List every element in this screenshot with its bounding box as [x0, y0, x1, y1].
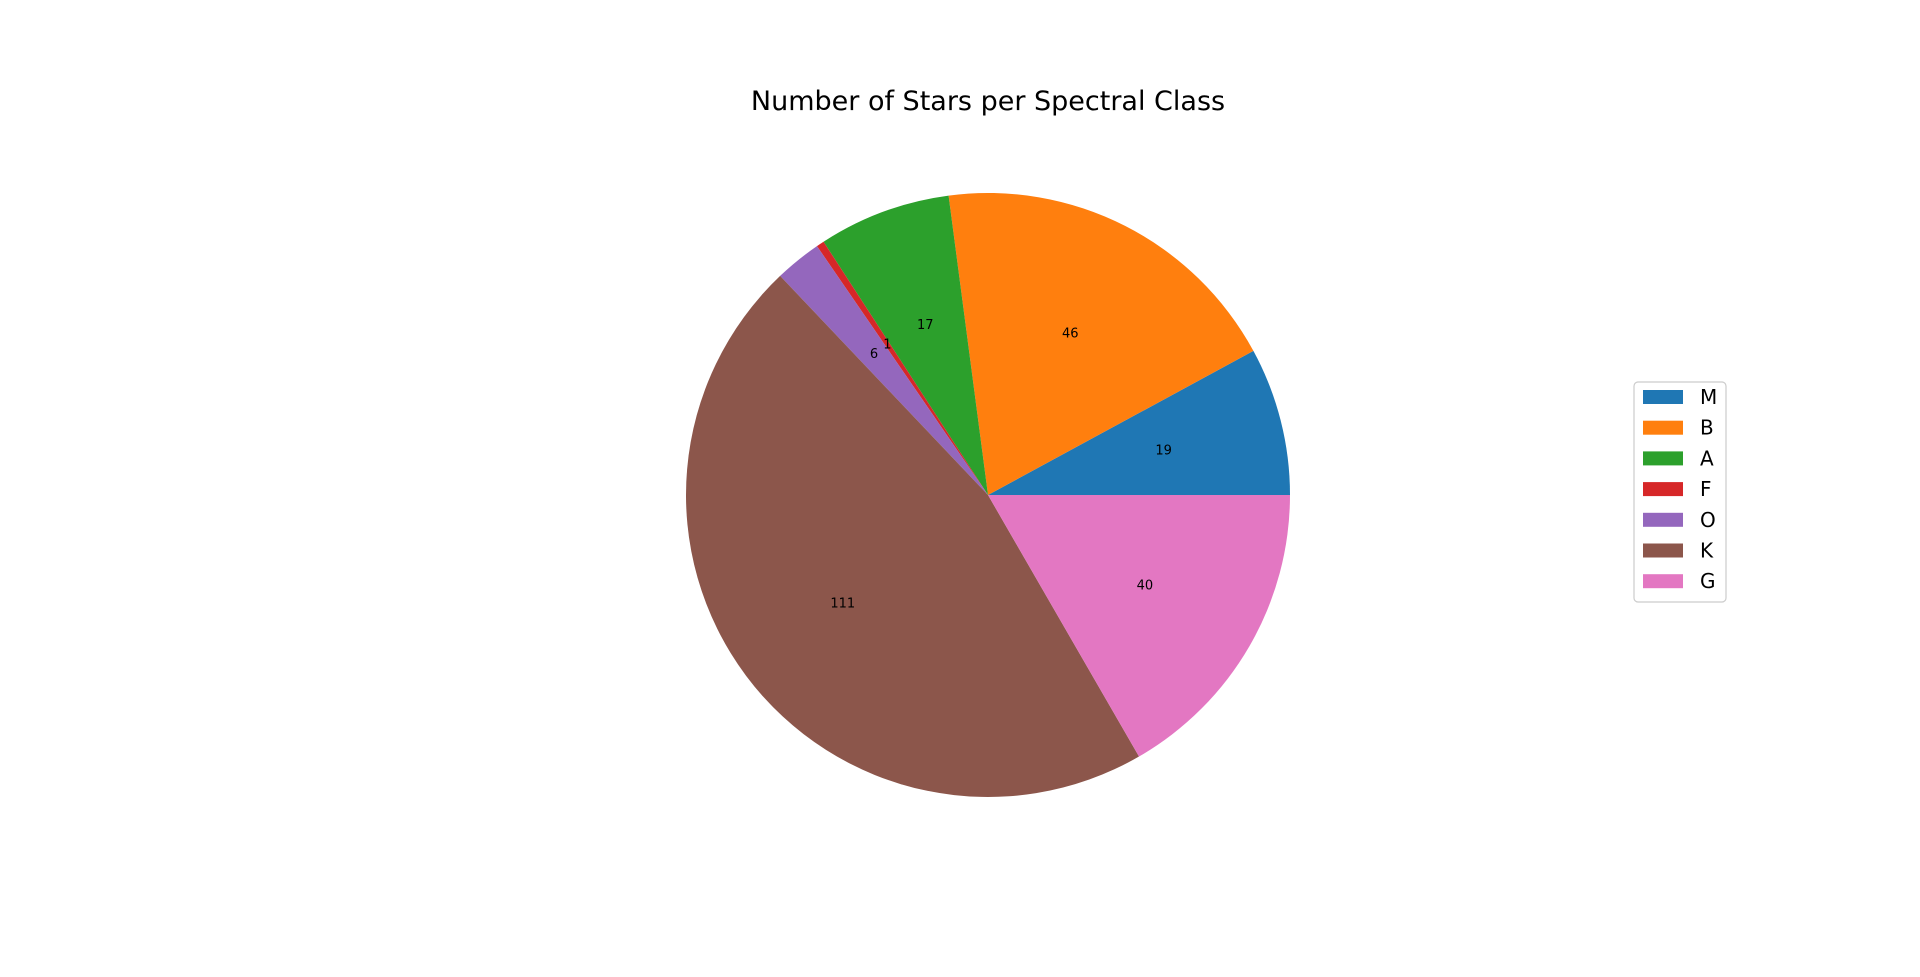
- legend-swatch-k: [1643, 543, 1683, 558]
- pie-slice-f: [816, 241, 988, 495]
- legend-label-o: O: [1700, 508, 1716, 532]
- slice-label-b: 46: [1062, 327, 1079, 342]
- slice-label-f: 1: [883, 337, 891, 352]
- pie-slice-labels: 19 46 17 16 111 40: [830, 318, 1171, 611]
- legend-swatch-m: [1643, 390, 1683, 404]
- pie-slice-k: [686, 275, 1139, 798]
- legend-label-m: M: [1700, 385, 1717, 409]
- chart-title: Number of Stars per Spectral Class: [751, 86, 1225, 117]
- slice-label-k: 111: [830, 596, 855, 611]
- slice-label-m: 19: [1155, 443, 1172, 458]
- slice-label-a: 17: [917, 318, 934, 333]
- legend-label-f: F: [1700, 477, 1712, 501]
- legend-swatch-g: [1643, 574, 1683, 589]
- legend-label-b: B: [1700, 416, 1714, 440]
- pie-slice-m: [988, 350, 1290, 495]
- legend-swatch-a: [1643, 451, 1683, 466]
- legend-swatch-b: [1643, 420, 1683, 435]
- pie-slice-a: [823, 195, 988, 495]
- legend-label-a: A: [1700, 446, 1714, 470]
- pie-slices: [686, 193, 1290, 798]
- legend-swatch-o: [1643, 512, 1683, 527]
- pie-slice-o: [780, 246, 988, 495]
- pie-slice-b: [948, 193, 1254, 495]
- slice-label-o: 6: [870, 347, 878, 362]
- legend-label-g: G: [1700, 569, 1716, 593]
- pie-slice-g: [988, 495, 1290, 757]
- slice-label-g: 40: [1137, 579, 1154, 594]
- legend-swatch-f: [1643, 482, 1683, 497]
- legend-label-k: K: [1700, 539, 1714, 563]
